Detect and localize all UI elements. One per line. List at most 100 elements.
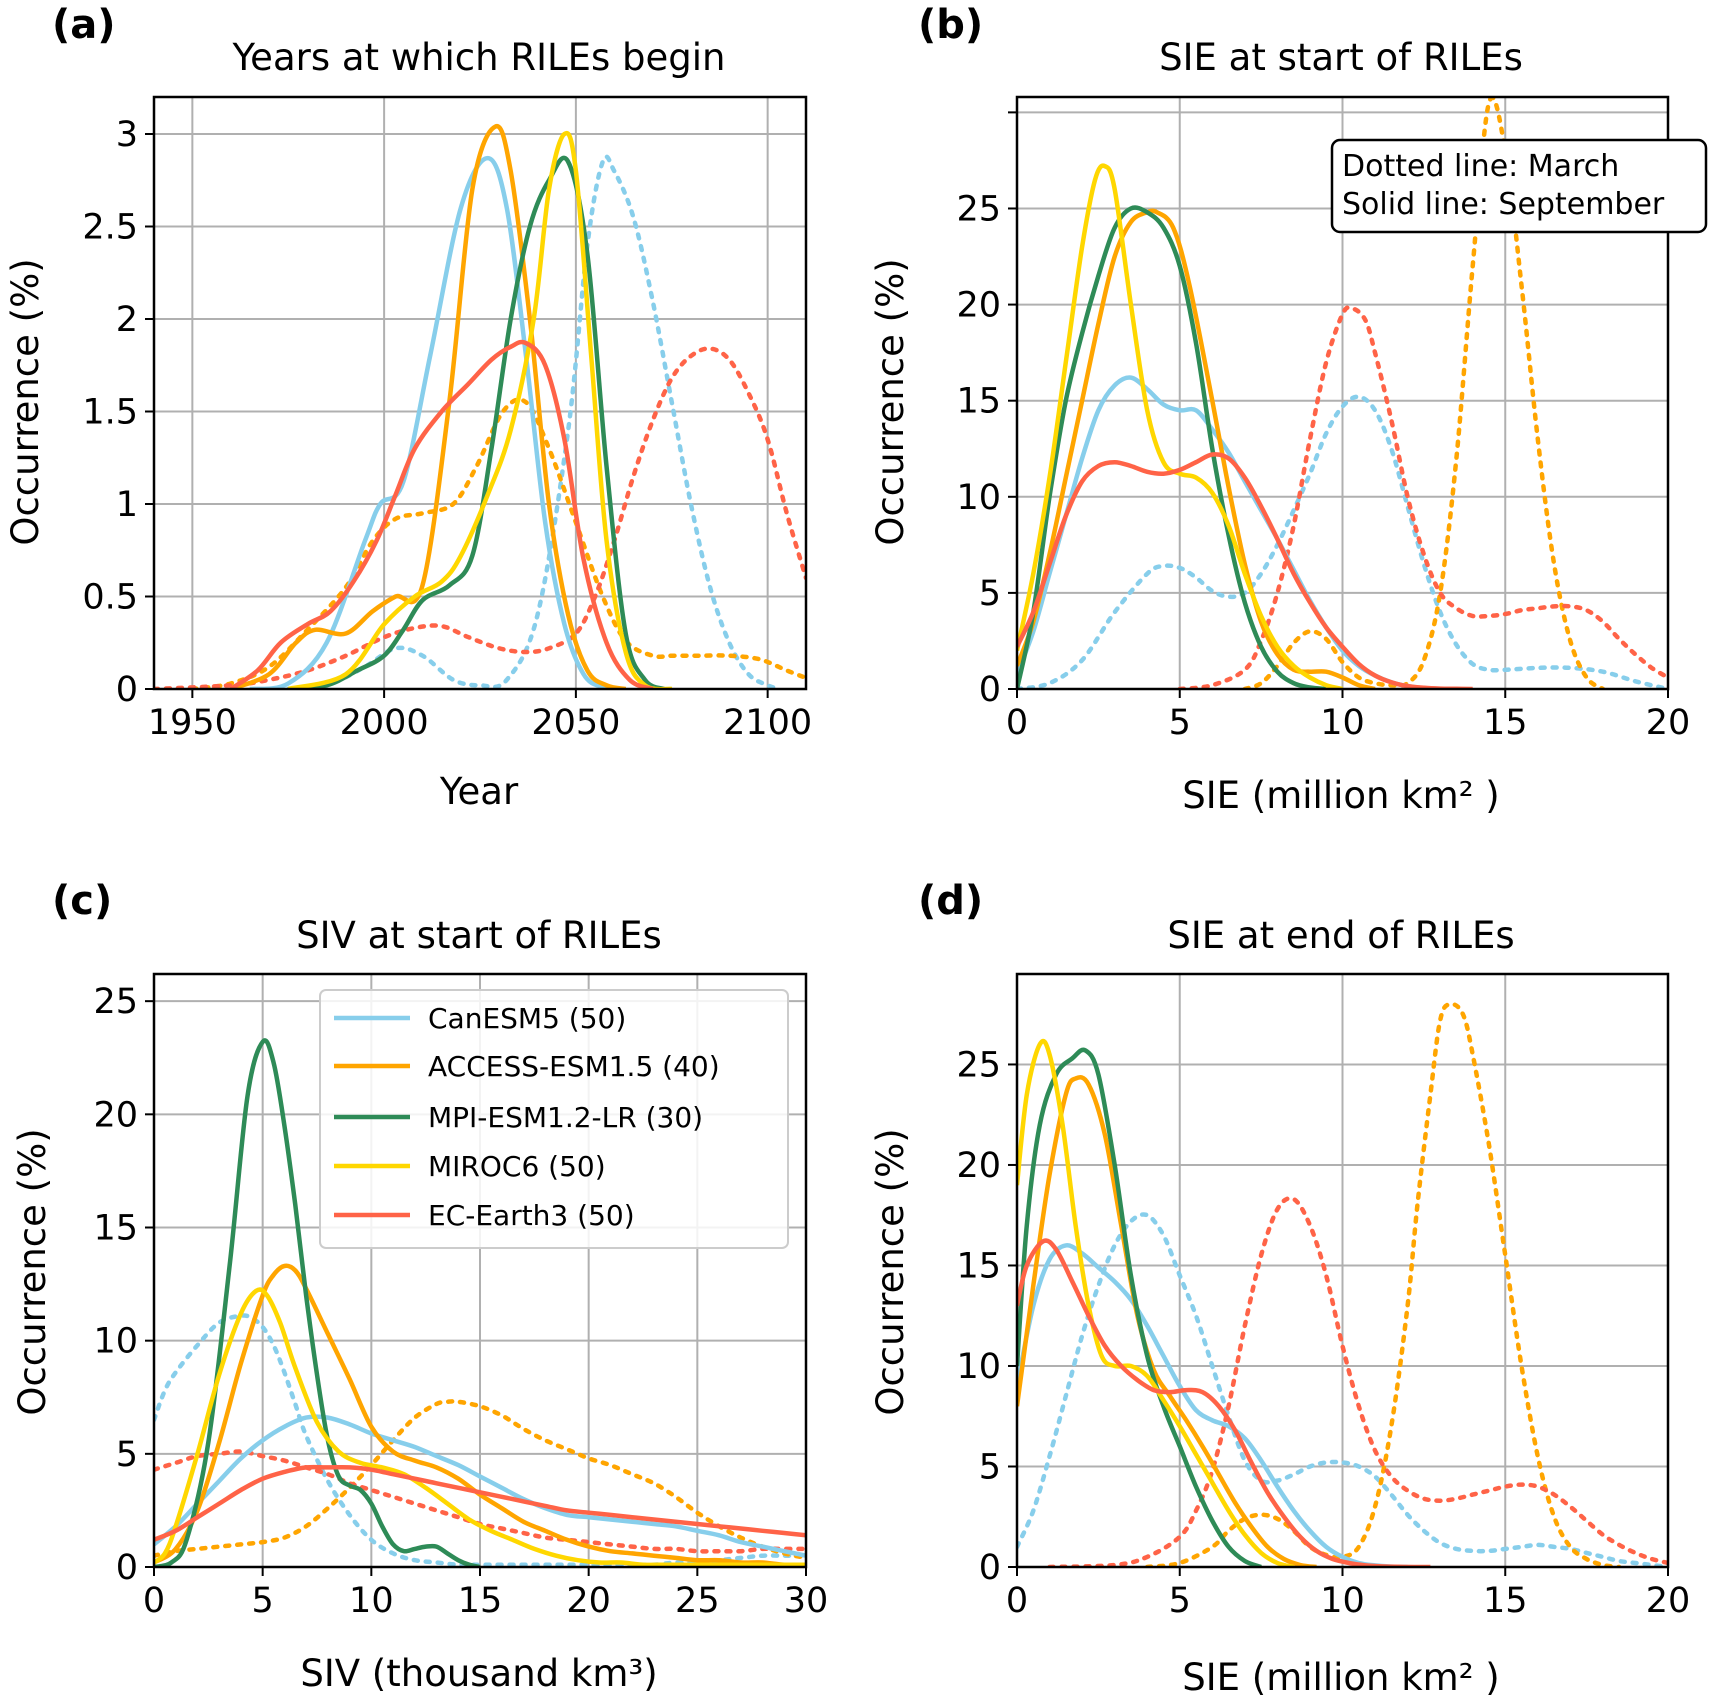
legend: CanESM5 (50) ACCESS-ESM1.5 (40) MPI-ESM1… <box>319 989 789 1249</box>
x-tick-label: 30 <box>784 1581 829 1621</box>
series-line-access-esm1-5-september <box>1017 208 1376 689</box>
note-box-frame <box>1330 138 1708 234</box>
plot-area-d: 0 5 10 15 20 0 5 10 15 20 25 <box>956 972 1691 1621</box>
y-tick-label: 10 <box>956 478 1001 518</box>
series-line-access-esm1-5-march <box>1144 1001 1622 1567</box>
y-tick-label: 3 <box>116 115 138 155</box>
series-line-canesm5-march <box>154 1313 806 1567</box>
series-line-canesm5-march <box>285 154 782 689</box>
legend-label-canesm5: CanESM5 (50) <box>428 1002 626 1035</box>
panel-label: (b) <box>918 2 983 48</box>
panel-title: SIE at start of RILEs <box>1159 36 1523 79</box>
panel-label: (c) <box>52 878 112 924</box>
y-tick-label: 20 <box>956 286 1001 326</box>
x-tick-label: 15 <box>458 1581 503 1621</box>
note-line-september: Solid line: September <box>1342 187 1665 222</box>
series-line-mpi-esm1-2-lr-september <box>1017 1047 1262 1567</box>
panel-a: (a) Years at which RILEs begin Year Occu… <box>4 2 725 813</box>
y-tick-label: 0 <box>116 1548 138 1588</box>
y-tick-label: 0 <box>979 670 1001 710</box>
x-tick-label: 0 <box>143 1581 165 1621</box>
y-tick-label: 5 <box>979 574 1001 614</box>
series-line-mpi-esm1-2-lr-september <box>1017 205 1327 689</box>
x-tick-label: 25 <box>675 1581 720 1621</box>
line-style-note: Dotted line: March Solid line: September <box>1330 138 1708 234</box>
y-tick-label: 25 <box>956 1045 1001 1085</box>
x-tick-label: 15 <box>1483 1581 1528 1621</box>
series-line-ec-earth3-march <box>1047 1196 1668 1567</box>
legend-label-mpi: MPI-ESM1.2-LR (30) <box>428 1101 703 1134</box>
series-line-miroc6-september <box>154 1287 806 1567</box>
x-tick-label: 20 <box>566 1581 611 1621</box>
series-line-access-esm1-5-march <box>1242 97 1606 689</box>
series-line-access-esm1-5-september <box>229 124 627 689</box>
x-axis-label: Year <box>439 770 519 813</box>
y-tick-label: 15 <box>93 1208 138 1248</box>
y-tick-label: 2.5 <box>82 208 138 248</box>
panel-title: SIE at end of RILEs <box>1167 914 1514 957</box>
panel-title: Years at which RILEs begin <box>232 36 726 79</box>
y-tick-label: 10 <box>93 1322 138 1362</box>
x-tick-label: 20 <box>1646 1581 1691 1621</box>
x-tick-label: 0 <box>1006 703 1028 743</box>
y-tick-label: 0.5 <box>82 578 138 618</box>
y-tick-label: 1.5 <box>82 393 138 433</box>
x-axis-label: SIE (million km² ) <box>1182 1656 1499 1695</box>
series-line-ec-earth3-september <box>229 339 654 689</box>
series-line-canesm5-march <box>1017 394 1668 689</box>
y-tick-label: 20 <box>93 1095 138 1135</box>
x-tick-label: 10 <box>1320 703 1365 743</box>
legend-label-miroc6: MIROC6 (50) <box>428 1150 606 1183</box>
panel-c: (c) SIV at start of RILEs SIV (thousand … <box>11 878 662 1695</box>
series-line-ec-earth3-march <box>1177 305 1668 689</box>
series-line-access-esm1-5-march <box>190 397 806 689</box>
x-tick-label: 0 <box>1006 1581 1028 1621</box>
panel-d: (d) SIE at end of RILEs SIE (million km²… <box>869 878 1515 1695</box>
y-tick-label: 25 <box>93 982 138 1022</box>
y-tick-label: 25 <box>956 189 1001 229</box>
x-axis-label: SIV (thousand km³) <box>300 1652 657 1695</box>
x-tick-label: 10 <box>1320 1581 1365 1621</box>
x-tick-label: 2000 <box>340 703 429 743</box>
x-tick-label: 2050 <box>531 703 620 743</box>
panel-label: (d) <box>918 878 983 924</box>
series-line-miroc6-september <box>1017 1038 1295 1567</box>
y-tick-label: 5 <box>979 1447 1001 1487</box>
plot-area-a: 1950 2000 2050 2100 0 0.5 1 1.5 2 2.5 3 <box>82 95 812 743</box>
x-tick-label: 2100 <box>723 703 812 743</box>
x-tick-label: 15 <box>1483 703 1528 743</box>
x-tick-label: 5 <box>1169 703 1191 743</box>
legend-frame <box>319 989 789 1249</box>
x-axis-label: SIE (million km² ) <box>1182 774 1499 817</box>
y-tick-label: 0 <box>979 1548 1001 1588</box>
y-tick-label: 5 <box>116 1435 138 1475</box>
series-line-ec-earth3-september <box>1017 452 1473 689</box>
series-line-ec-earth3-september <box>1017 1238 1431 1567</box>
x-tick-label: 10 <box>349 1581 394 1621</box>
series-line-canesm5-september <box>154 1414 806 1558</box>
y-axis-label: Occurrence (%) <box>869 258 912 545</box>
series-line-access-esm1-5-september <box>154 1263 806 1567</box>
x-tick-label: 5 <box>1169 1581 1191 1621</box>
legend-label-access: ACCESS-ESM1.5 (40) <box>428 1050 720 1083</box>
series-line-access-esm1-5-september <box>1017 1075 1317 1567</box>
legend-label-ec-earth3: EC-Earth3 (50) <box>428 1199 635 1232</box>
y-tick-label: 15 <box>956 382 1001 422</box>
series-line-ec-earth3-september <box>154 1464 806 1542</box>
y-axis-label: Occurrence (%) <box>869 1128 912 1415</box>
y-tick-label: 15 <box>956 1246 1001 1286</box>
panel-title: SIV at start of RILEs <box>296 914 662 957</box>
y-tick-label: 1 <box>116 485 138 525</box>
y-tick-label: 0 <box>116 670 138 710</box>
series-line-mpi-esm1-2-lr-september <box>287 155 666 689</box>
x-tick-label: 1950 <box>148 703 237 743</box>
series-line-miroc6-september <box>1017 163 1343 689</box>
y-tick-label: 20 <box>956 1146 1001 1186</box>
y-tick-label: 2 <box>116 300 138 340</box>
series-line-ec-earth3-march <box>154 346 806 689</box>
panel-b: (b) SIE at start of RILEs SIE (million k… <box>869 2 1523 817</box>
y-tick-label: 10 <box>956 1347 1001 1387</box>
series-line-access-esm1-5-march <box>154 1399 806 1561</box>
note-line-march: Dotted line: March <box>1342 149 1619 184</box>
y-axis-label: Occurrence (%) <box>4 258 47 545</box>
